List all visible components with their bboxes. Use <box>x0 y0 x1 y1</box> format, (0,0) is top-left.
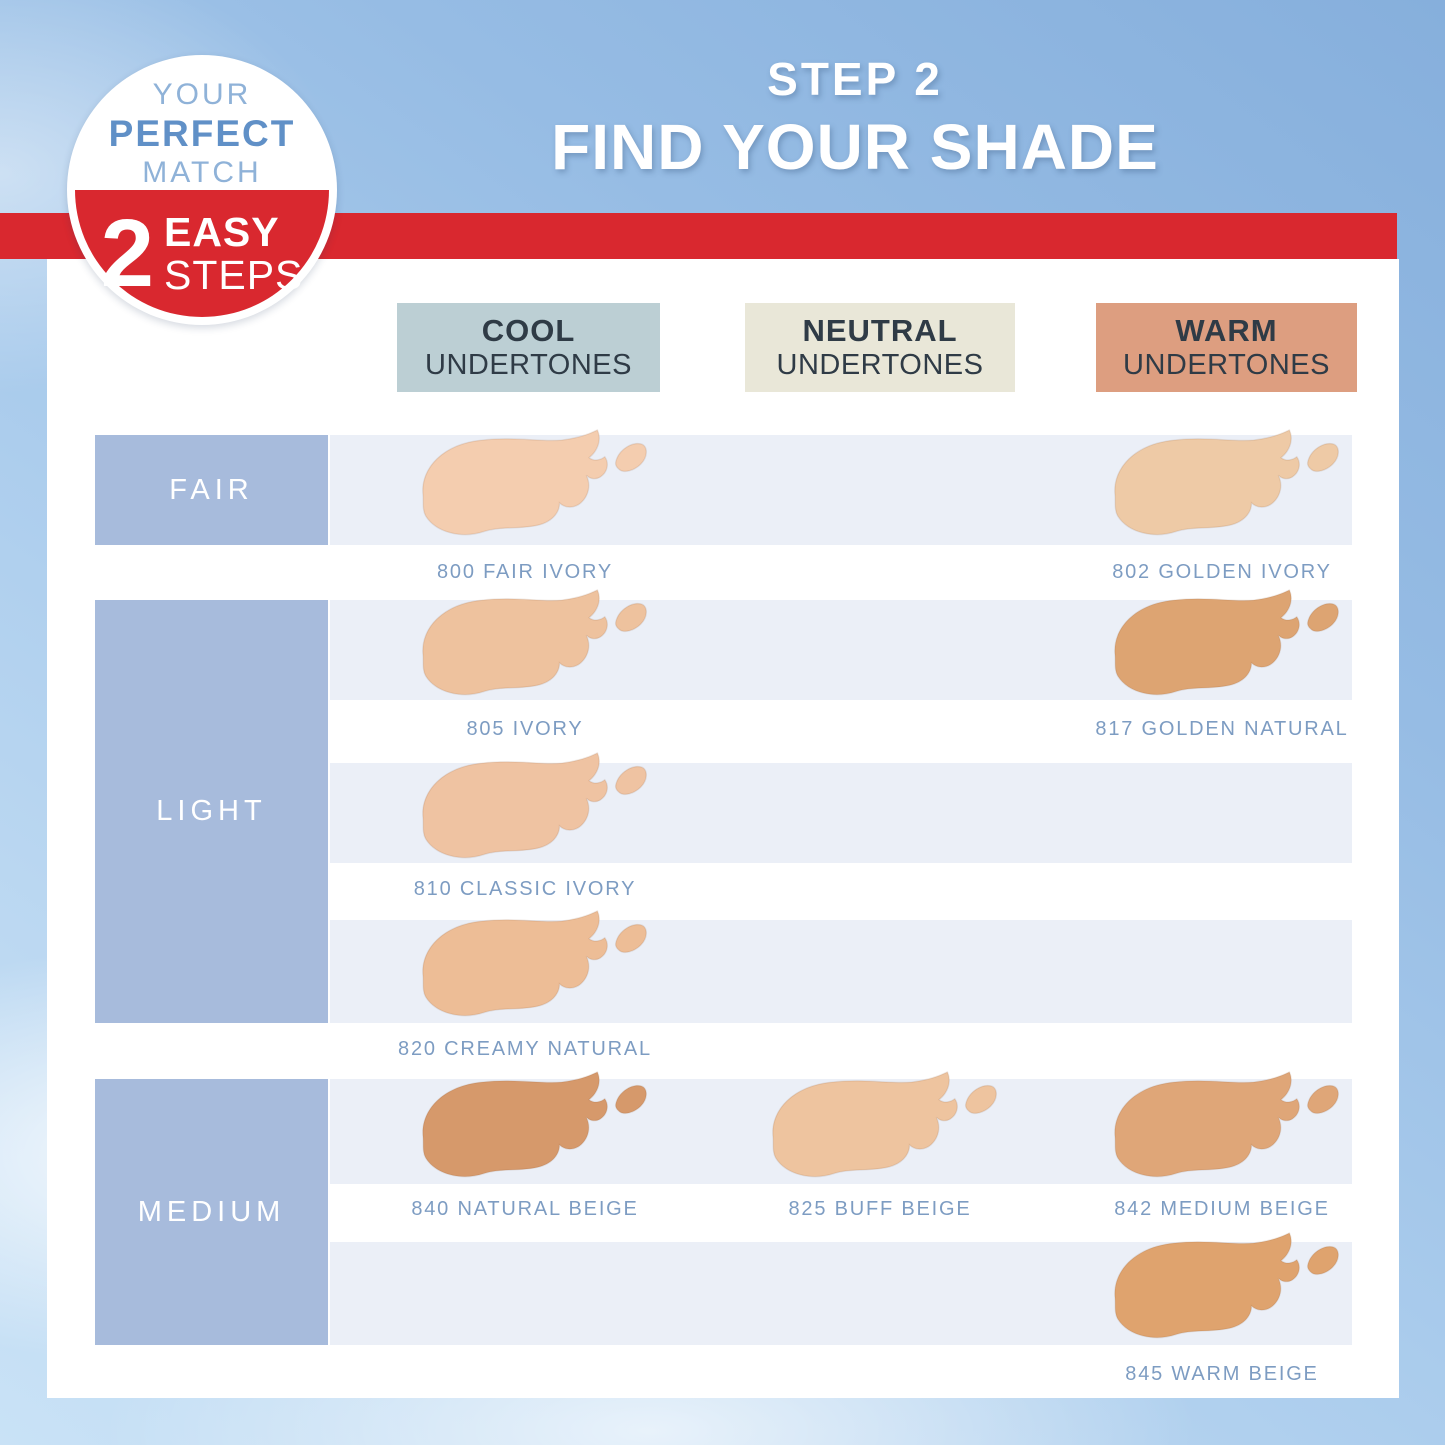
column-header-neutral-word: NEUTRAL <box>802 313 958 348</box>
column-header-warm: WARM UNDERTONES <box>1096 303 1357 392</box>
badge-line-your: YOUR <box>152 78 252 111</box>
badge-step-number: 2 <box>100 200 154 307</box>
column-header-cool: COOL UNDERTONES <box>397 303 660 392</box>
shade-swatch-805 <box>410 589 650 711</box>
page-title: FIND YOUR SHADE <box>551 111 1159 183</box>
column-header-neutral-rest: UNDERTONES <box>776 348 984 381</box>
badge-word-easy: EASY <box>163 209 280 256</box>
column-header-cool-word: COOL <box>481 313 576 348</box>
perfect-match-badge: YOUR PERFECT MATCH 2 EASY STEPS <box>67 55 337 325</box>
column-header-warm-word: WARM <box>1175 313 1278 348</box>
shade-chart-panel: COOL UNDERTONES NEUTRAL UNDERTONES WARM … <box>47 259 1399 1398</box>
row-label-light: LIGHT <box>95 600 328 1023</box>
shade-label-840: 840 NATURAL BEIGE <box>411 1198 639 1220</box>
shade-swatch-800 <box>410 429 650 551</box>
shade-swatch-845 <box>1102 1232 1342 1354</box>
shade-label-800: 800 FAIR IVORY <box>436 561 613 583</box>
badge-line-match: MATCH <box>142 156 262 189</box>
shade-label-810: 810 CLASSIC IVORY <box>413 878 637 900</box>
shade-label-820: 820 CREAMY NATURAL <box>398 1038 652 1060</box>
shade-swatch-817 <box>1102 589 1342 711</box>
shade-swatch-820 <box>410 910 650 1032</box>
shade-label-842: 842 MEDIUM BEIGE <box>1114 1198 1330 1220</box>
shade-swatch-842 <box>1102 1071 1342 1193</box>
column-header-neutral: NEUTRAL UNDERTONES <box>745 303 1015 392</box>
badge-word-steps: STEPS <box>163 252 304 299</box>
column-header-cool-rest: UNDERTONES <box>425 348 632 381</box>
shade-label-845: 845 WARM BEIGE <box>1125 1363 1319 1385</box>
shade-label-825: 825 BUFF BEIGE <box>788 1198 972 1220</box>
shade-swatch-825 <box>760 1071 1000 1193</box>
step-title: STEP 2 <box>767 53 943 105</box>
column-header-warm-rest: UNDERTONES <box>1123 348 1330 381</box>
badge-line-perfect: PERFECT <box>108 113 296 154</box>
shade-label-817: 817 GOLDEN NATURAL <box>1095 718 1349 740</box>
shade-swatch-810 <box>410 752 650 874</box>
shade-label-805: 805 IVORY <box>466 718 584 740</box>
page-title-block: STEP 2 FIND YOUR SHADE <box>430 56 1280 182</box>
badge-text: YOUR PERFECT MATCH <box>67 77 337 191</box>
row-label-medium: MEDIUM <box>95 1079 328 1345</box>
shade-swatch-840 <box>410 1071 650 1193</box>
badge-red-half <box>75 63 329 317</box>
shade-label-802: 802 GOLDEN IVORY <box>1112 561 1332 583</box>
badge-steps: 2 EASY STEPS <box>67 200 337 307</box>
row-label-fair: FAIR <box>95 435 328 545</box>
shade-swatch-802 <box>1102 429 1342 551</box>
